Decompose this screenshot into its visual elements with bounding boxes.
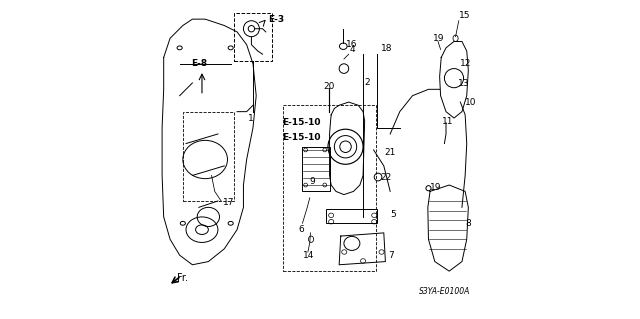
Text: Fr.: Fr.	[177, 272, 188, 283]
Text: E-15-10: E-15-10	[282, 133, 321, 142]
Text: 14: 14	[303, 251, 314, 260]
Text: 19: 19	[430, 183, 442, 192]
Text: 6: 6	[299, 225, 305, 234]
Text: 1: 1	[248, 114, 254, 122]
Text: E-15-10: E-15-10	[282, 118, 321, 127]
Text: S3YA-E0100A: S3YA-E0100A	[419, 287, 470, 296]
Text: 9: 9	[310, 177, 316, 186]
Text: 12: 12	[460, 59, 472, 68]
Text: 16: 16	[346, 40, 357, 49]
Bar	[183, 112, 234, 201]
Text: 19: 19	[433, 34, 445, 43]
Text: E-8: E-8	[191, 59, 207, 68]
Text: 10: 10	[465, 98, 477, 107]
Text: 8: 8	[465, 219, 471, 228]
Bar	[284, 105, 376, 271]
Text: 11: 11	[442, 117, 454, 126]
Text: 15: 15	[459, 11, 470, 20]
Text: 4: 4	[349, 45, 355, 54]
Text: E-3: E-3	[268, 15, 284, 24]
Bar	[234, 13, 272, 61]
Text: 22: 22	[381, 173, 392, 182]
Text: 20: 20	[323, 82, 335, 91]
Bar	[326, 209, 378, 223]
Text: 5: 5	[390, 210, 396, 219]
Text: 17: 17	[223, 198, 234, 207]
Bar	[303, 147, 330, 191]
Text: 21: 21	[385, 148, 396, 157]
Text: 7: 7	[388, 251, 394, 260]
Text: 2: 2	[365, 78, 371, 87]
Text: 18: 18	[381, 44, 393, 53]
Text: 13: 13	[458, 79, 470, 88]
